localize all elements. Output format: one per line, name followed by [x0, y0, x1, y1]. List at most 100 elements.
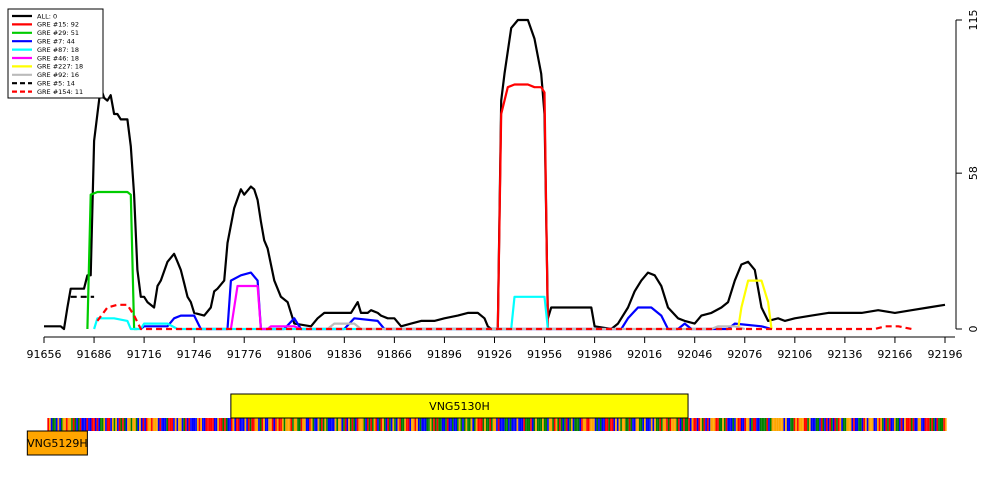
sequence-base	[827, 418, 830, 431]
sequence-base	[169, 418, 172, 431]
sequence-base	[625, 418, 628, 431]
sequence-base	[589, 418, 592, 431]
sequence-base	[637, 418, 639, 431]
sequence-base	[710, 418, 713, 431]
sequence-base	[689, 418, 692, 431]
sequence-base	[834, 418, 837, 431]
sequence-base	[868, 418, 871, 431]
sequence-base	[50, 418, 53, 431]
sequence-base	[480, 418, 483, 431]
sequence-base	[887, 418, 889, 431]
sequence-base	[448, 418, 451, 431]
sequence-base	[907, 418, 910, 431]
sequence-base	[463, 418, 466, 431]
axes-layer: 91656 91686 91716 91746 91776 91806 91836 91866…	[27, 10, 981, 362]
sequence-base	[414, 418, 417, 431]
sequence-base	[506, 418, 509, 431]
sequence-base	[392, 418, 395, 431]
sequence-base	[198, 418, 201, 431]
sequence-base	[613, 418, 616, 431]
sequence-base	[144, 418, 146, 431]
sequence-base	[89, 418, 92, 431]
sequence-base	[604, 418, 607, 431]
sequence-base	[705, 418, 707, 431]
sequence-base	[876, 418, 879, 431]
sequence-base	[485, 418, 488, 431]
sequence-base	[373, 418, 376, 431]
sequence-base	[742, 418, 745, 431]
sequence-base	[786, 418, 789, 431]
sequence-base	[565, 418, 568, 431]
sequence-base	[627, 418, 629, 431]
sequence-base	[569, 418, 571, 431]
sequence-base	[74, 418, 77, 431]
sequence-base	[47, 418, 50, 431]
sequence-base	[186, 418, 189, 431]
sequence-base	[712, 418, 714, 431]
sequence-base	[343, 418, 345, 431]
sequence-base	[217, 418, 220, 431]
sequence-base	[433, 418, 435, 431]
sequence-base	[778, 418, 781, 431]
sequence-base	[516, 418, 519, 431]
sequence-base	[111, 418, 114, 431]
sequence-base	[98, 418, 101, 431]
sequence-base	[431, 418, 434, 431]
sequence-base	[242, 418, 245, 431]
sequence-base	[205, 418, 208, 431]
sequence-base	[620, 418, 622, 431]
gene-box-1	[26, 430, 88, 456]
sequence-base	[851, 418, 854, 431]
sequence-base	[411, 418, 413, 431]
x-tick-label: 91656	[27, 348, 62, 361]
sequence-base	[880, 418, 883, 431]
sequence-base	[64, 418, 67, 431]
sequence-base	[139, 418, 141, 431]
sequence-base	[110, 418, 112, 431]
sequence-base	[190, 418, 192, 431]
sequence-base	[640, 418, 643, 431]
sequence-base	[776, 418, 779, 431]
sequence-base	[317, 418, 320, 431]
sequence-base	[773, 418, 775, 431]
sequence-base	[628, 418, 631, 431]
sequence-base	[312, 418, 315, 431]
sequence-base	[460, 418, 463, 431]
sequence-base	[332, 418, 335, 431]
sequence-base	[504, 418, 507, 431]
sequence-base	[757, 418, 760, 431]
sequence-base	[720, 418, 723, 431]
sequence-base	[202, 418, 204, 431]
sequence-base	[135, 418, 138, 431]
sequence-base	[404, 418, 407, 431]
sequence-base	[555, 418, 558, 431]
x-tick-label: 92016	[627, 348, 662, 361]
sequence-base	[661, 418, 663, 431]
sequence-base	[521, 418, 524, 431]
sequence-base	[474, 418, 476, 431]
sequence-base	[441, 418, 444, 431]
sequence-base	[356, 418, 359, 431]
sequence-base	[797, 418, 799, 431]
sequence-base	[157, 418, 160, 431]
sequence-base	[795, 418, 798, 431]
sequence-base	[188, 418, 191, 431]
sequence-base	[572, 418, 575, 431]
sequence-base	[247, 418, 250, 431]
sequence-base	[348, 418, 350, 431]
sequence-base	[552, 418, 554, 431]
sequence-base	[100, 418, 102, 431]
sequence-base	[793, 418, 796, 431]
sequence-base	[703, 418, 706, 431]
sequence-base	[302, 418, 305, 431]
sequence-base	[273, 418, 276, 431]
sequence-base	[861, 418, 864, 431]
sequence-base	[285, 418, 288, 431]
sequence-base	[251, 418, 254, 431]
sequence-base	[127, 418, 129, 431]
sequence-base	[375, 418, 378, 431]
sequence-base	[344, 418, 347, 431]
series-line-0	[44, 18, 946, 331]
sequence-base	[349, 418, 352, 431]
sequence-base	[494, 418, 497, 431]
